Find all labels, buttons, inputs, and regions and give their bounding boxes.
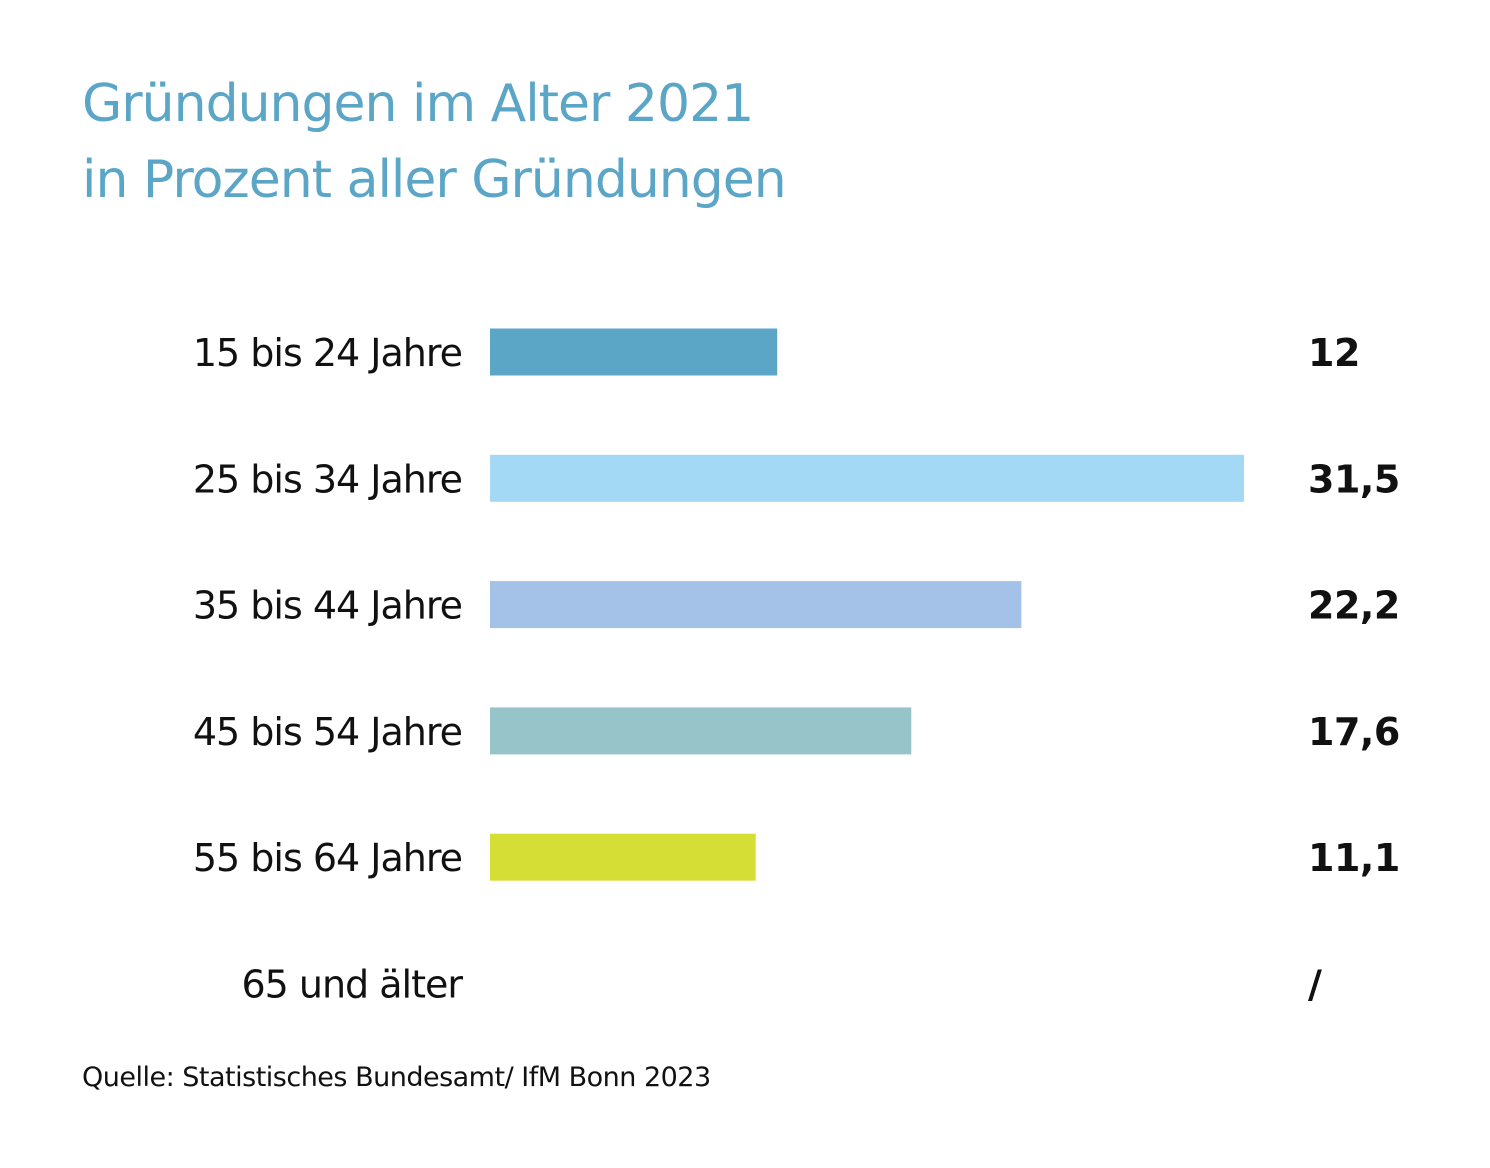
- bar: [490, 328, 778, 376]
- chart-subtitle: in Prozent aller Gründungen: [82, 150, 787, 210]
- category-label: 35 bis 44 Jahre: [193, 584, 462, 628]
- bar: [490, 454, 1244, 502]
- category-label: 15 bis 24 Jahre: [193, 331, 462, 375]
- bar: [490, 833, 756, 881]
- bar-row: 55 bis 64 Jahre 11,1: [193, 833, 1400, 881]
- category-label: 25 bis 34 Jahre: [193, 457, 462, 501]
- bar-row: 45 bis 54 Jahre 17,6: [193, 707, 1400, 755]
- value-label: 22,2: [1308, 584, 1400, 628]
- value-label: 12: [1308, 331, 1360, 375]
- value-label: 11,1: [1308, 836, 1400, 880]
- bar-row: 15 bis 24 Jahre 12: [193, 328, 1360, 376]
- bar-row: 65 und älter /: [241, 963, 1322, 1007]
- bar-row: 25 bis 34 Jahre 31,5: [193, 454, 1400, 502]
- chart-title-block: Gründungen im Alter 2021 in Prozent alle…: [82, 66, 787, 218]
- value-label: 31,5: [1308, 457, 1400, 501]
- source-note: Quelle: Statistisches Bundesamt/ IfM Bon…: [82, 1062, 711, 1093]
- category-label: 55 bis 64 Jahre: [193, 836, 462, 880]
- bar: [490, 707, 912, 755]
- value-label: 17,6: [1308, 710, 1400, 754]
- chart-title: Gründungen im Alter 2021: [82, 74, 754, 134]
- bar: [490, 581, 1022, 629]
- bar-row: 35 bis 44 Jahre 22,2: [193, 581, 1400, 629]
- value-label: /: [1308, 963, 1322, 1007]
- category-label: 45 bis 54 Jahre: [193, 710, 462, 754]
- category-label: 65 und älter: [241, 963, 463, 1007]
